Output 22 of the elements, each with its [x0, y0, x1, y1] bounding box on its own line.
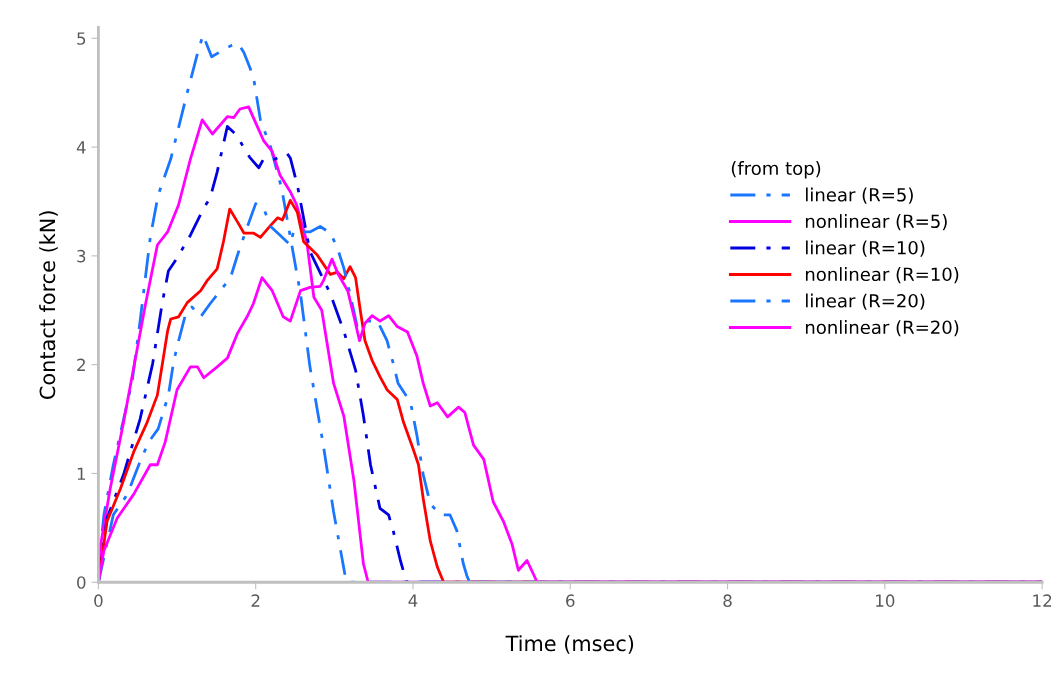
legend-label: linear (R=5) — [806, 187, 913, 204]
y-tick-label: 0 — [77, 576, 86, 589]
x-tick-label: 2 — [251, 594, 260, 607]
y-tick-label: 1 — [77, 467, 86, 480]
legend-label: nonlinear (R=5) — [805, 214, 947, 231]
legend-label: linear (R=20) — [806, 293, 925, 310]
y-tick-label: 2 — [77, 358, 85, 371]
legend-label: nonlinear (R=10) — [805, 267, 959, 284]
x-tick-label: 4 — [408, 594, 418, 607]
legend-label: nonlinear (R=20) — [805, 320, 959, 337]
y-tick-label: 3 — [77, 249, 86, 263]
y-axis-title: Contact force (kN) — [39, 211, 58, 399]
x-tick-label: 6 — [566, 594, 575, 607]
x-tick-label: 12 — [1033, 594, 1052, 607]
y-tick-label: 5 — [77, 32, 86, 45]
x-tick-label: 0 — [94, 594, 103, 607]
y-tick-label: 4 — [76, 141, 86, 154]
x-tick-label: 10 — [876, 594, 895, 607]
legend-label: linear (R=10) — [806, 240, 925, 257]
x-axis-title: Time (msec) — [505, 635, 634, 654]
x-tick-label: 8 — [723, 594, 732, 607]
legend-title: (from top) — [731, 161, 821, 179]
